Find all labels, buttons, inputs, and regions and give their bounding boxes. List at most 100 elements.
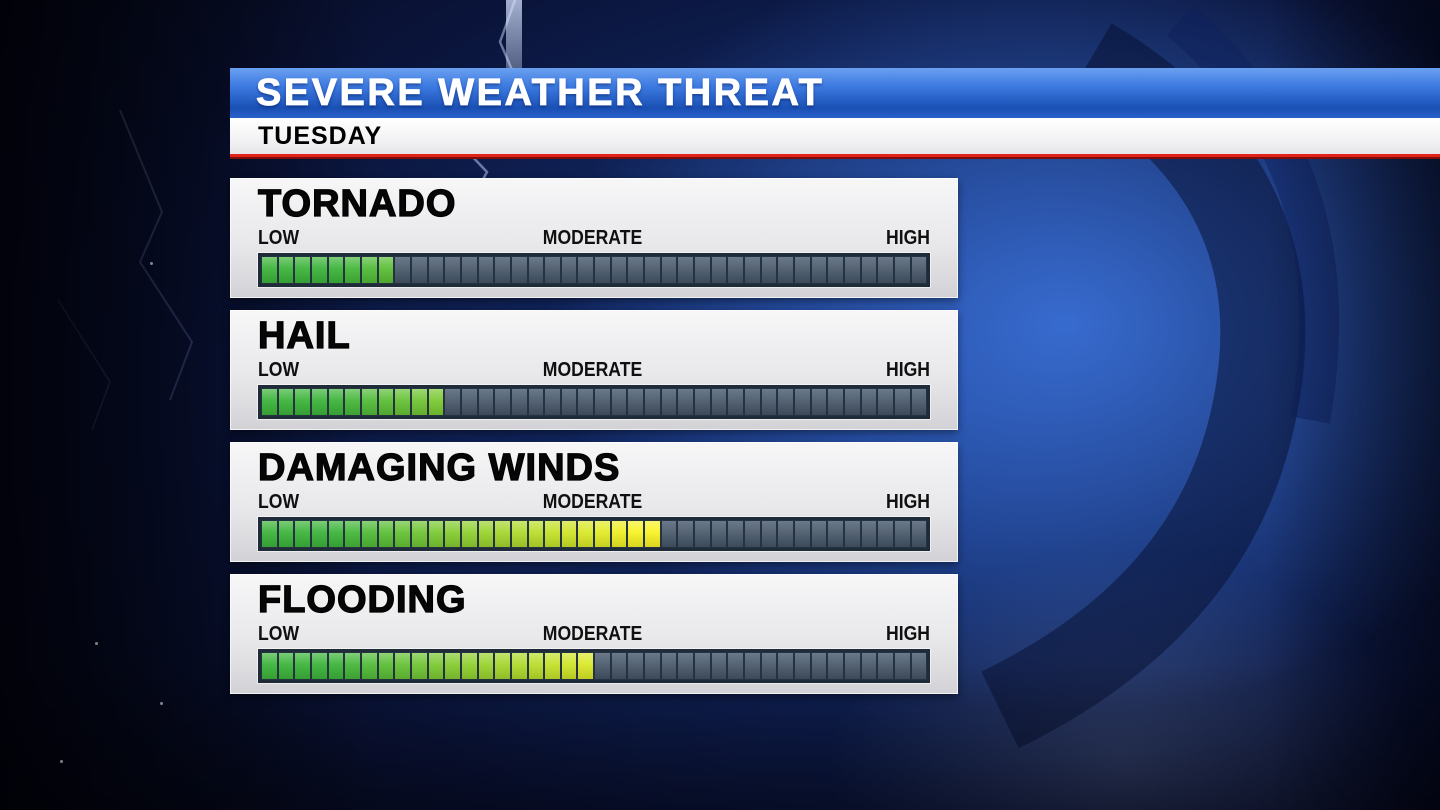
meter-segment	[911, 520, 927, 547]
meter-segment	[645, 256, 660, 283]
meter-segment	[878, 388, 893, 415]
meter-segment	[778, 520, 793, 547]
meter-segment	[561, 652, 577, 679]
star-speck	[95, 642, 98, 645]
meter-segment	[628, 388, 644, 415]
meter-segment	[511, 520, 527, 547]
meter-segment	[528, 652, 544, 679]
threat-panel-damaging-winds: DAMAGING WINDS LOW MODERATE HIGH	[230, 442, 958, 562]
threat-meter	[258, 648, 930, 683]
meter-segment	[311, 652, 327, 679]
meter-segment	[395, 652, 410, 679]
scale-moderate-label: MODERATE	[542, 226, 643, 249]
meter-segment	[844, 256, 860, 283]
threat-title: TORNADO	[257, 183, 457, 226]
meter-segment	[911, 388, 927, 415]
meter-segment	[428, 388, 444, 415]
meter-segment	[361, 520, 377, 547]
meter-segment	[894, 520, 910, 547]
threat-meter	[258, 516, 930, 551]
meter-segment	[695, 652, 710, 679]
meter-segment	[645, 388, 660, 415]
meter-segment	[595, 652, 610, 679]
meter-segment	[345, 256, 360, 283]
meter-segment	[661, 388, 677, 415]
meter-segment	[828, 652, 843, 679]
meter-segment	[445, 520, 460, 547]
meter-segment	[345, 388, 360, 415]
meter-segment	[478, 256, 494, 283]
meter-segment	[545, 520, 560, 547]
meter-segment	[428, 256, 444, 283]
meter-segment	[761, 256, 777, 283]
meter-segment	[328, 388, 344, 415]
meter-segment	[861, 652, 877, 679]
meter-segment	[361, 256, 377, 283]
day-label: TUESDAY	[258, 122, 383, 150]
meter-segment	[728, 388, 744, 415]
meter-segment	[262, 652, 277, 679]
meter-segment	[445, 388, 460, 415]
meter-segment	[795, 388, 810, 415]
meter-segment	[578, 388, 594, 415]
meter-segment	[678, 388, 694, 415]
red-accent-line	[230, 154, 1440, 159]
meter-segment	[595, 388, 610, 415]
meter-segment	[761, 652, 777, 679]
meter-segment	[911, 652, 927, 679]
meter-segment	[595, 520, 610, 547]
scale-low-label: LOW	[258, 358, 300, 381]
subheader-strip: TUESDAY	[230, 118, 1440, 154]
meter-segment	[578, 652, 594, 679]
meter-segment	[528, 256, 544, 283]
meter-segment	[311, 520, 327, 547]
meter-segment	[378, 652, 394, 679]
meter-segment	[745, 520, 760, 547]
meter-segment	[661, 652, 677, 679]
meter-segment	[911, 256, 927, 283]
meter-segment	[811, 652, 827, 679]
meter-segment	[461, 388, 477, 415]
meter-segment	[428, 652, 444, 679]
meter-segment	[711, 388, 727, 415]
meter-segment	[778, 652, 793, 679]
meter-segment	[761, 520, 777, 547]
meter-segment	[628, 652, 644, 679]
meter-segment	[378, 520, 394, 547]
meter-segment	[478, 652, 494, 679]
threat-title: FLOODING	[257, 579, 467, 622]
meter-segment	[711, 256, 727, 283]
meter-segment	[411, 388, 427, 415]
meter-segment	[828, 520, 843, 547]
meter-segment	[511, 652, 527, 679]
meter-segment	[678, 256, 694, 283]
meter-segment	[528, 388, 544, 415]
meter-segment	[745, 652, 760, 679]
meter-segment	[411, 256, 427, 283]
meter-segment	[811, 256, 827, 283]
meter-segment	[878, 652, 893, 679]
meter-segment	[495, 652, 510, 679]
meter-segment	[628, 520, 644, 547]
meter-segment	[495, 256, 510, 283]
meter-segment	[711, 652, 727, 679]
meter-segment	[645, 520, 660, 547]
meter-segment	[878, 256, 893, 283]
meter-segment	[678, 652, 694, 679]
meter-segment	[811, 388, 827, 415]
meter-segment	[328, 520, 344, 547]
meter-segment	[844, 388, 860, 415]
meter-segment	[795, 652, 810, 679]
meter-segment	[811, 520, 827, 547]
scale-low-label: LOW	[258, 490, 300, 513]
meter-segment	[545, 388, 560, 415]
meter-segment	[728, 256, 744, 283]
meter-segment	[844, 652, 860, 679]
meter-segment	[262, 256, 277, 283]
meter-segment	[395, 388, 410, 415]
meter-segment	[311, 388, 327, 415]
scale-labels: LOW MODERATE HIGH	[258, 359, 930, 382]
meter-segment	[745, 388, 760, 415]
meter-segment	[628, 256, 644, 283]
meter-segment	[661, 256, 677, 283]
